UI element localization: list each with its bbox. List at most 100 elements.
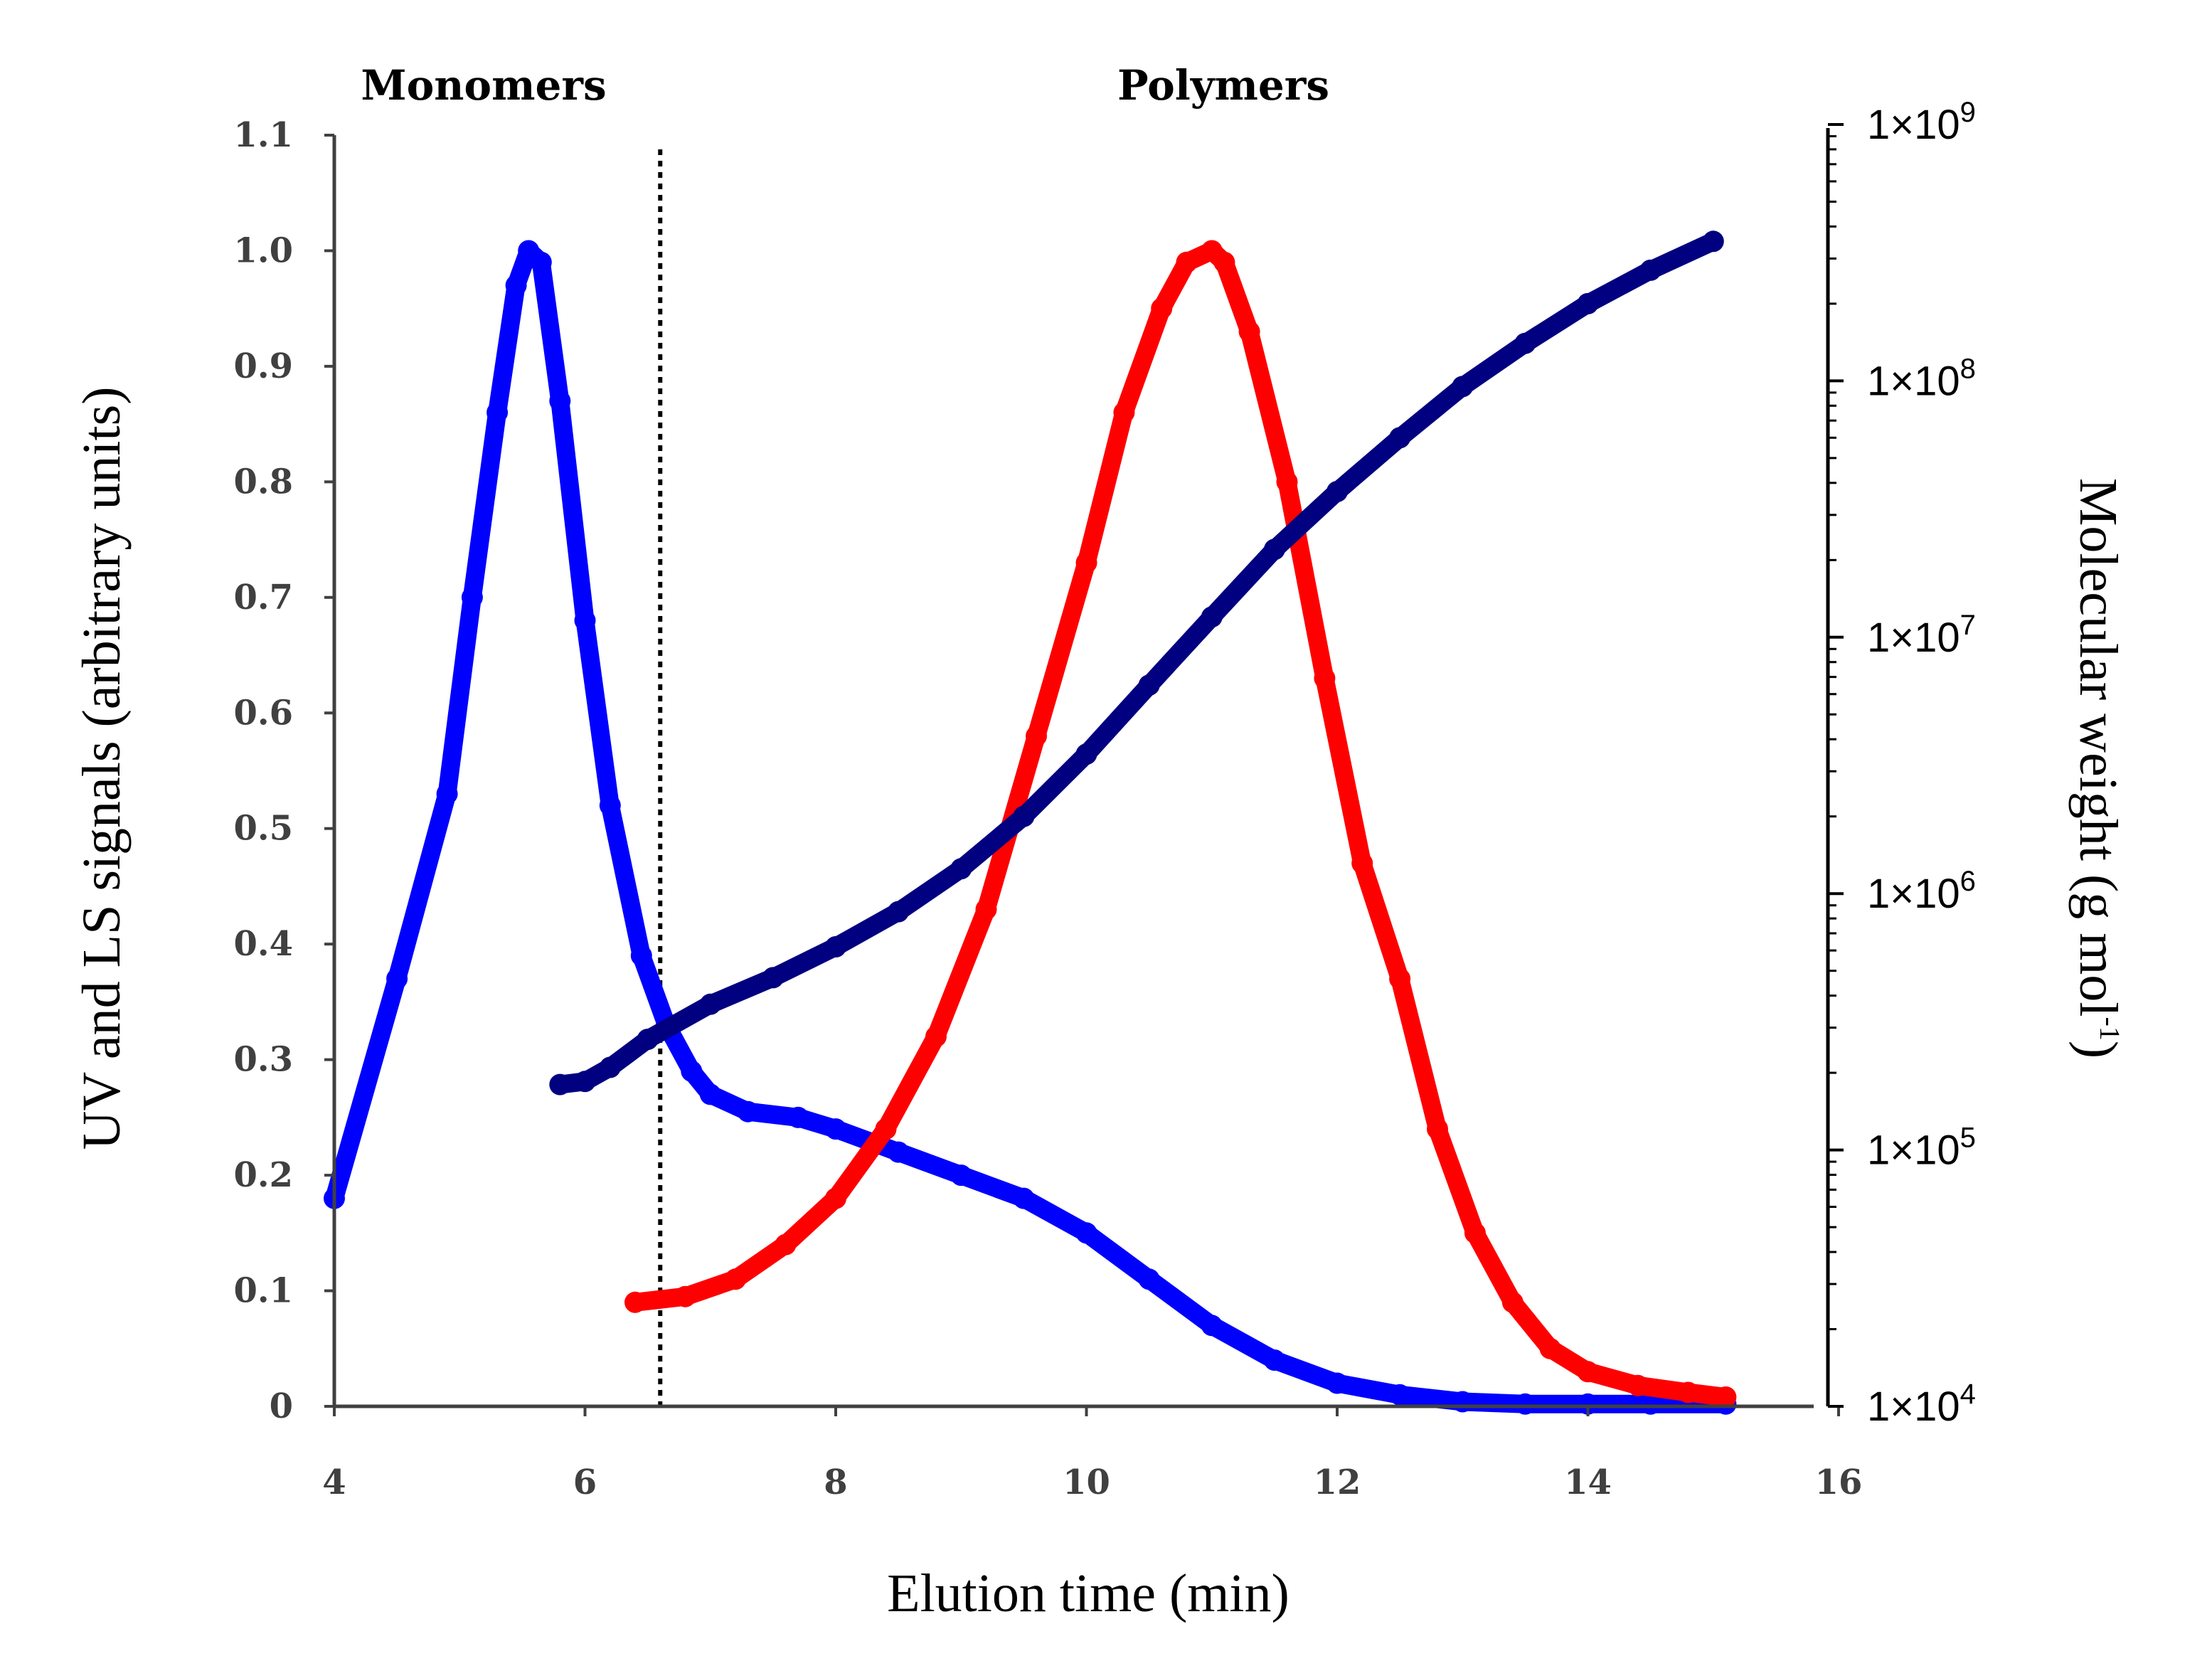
series-1-point xyxy=(1238,321,1260,343)
series-1-point xyxy=(1389,967,1411,989)
right-y-axis-title-main: Molecular weight (g mol xyxy=(2068,478,2128,1017)
series-1-point xyxy=(1276,471,1298,493)
series-0-point xyxy=(1514,1393,1536,1415)
series-1-point xyxy=(725,1268,746,1290)
series-2-point xyxy=(637,1029,659,1051)
series-2-point xyxy=(1452,376,1474,398)
right-y-tick-label: 1×106 xyxy=(1867,866,1976,917)
series-2-point xyxy=(574,1071,596,1093)
series-1-point xyxy=(1715,1386,1737,1408)
left-y-tick-label: 0 xyxy=(270,1386,293,1426)
series-0-point xyxy=(1326,1372,1348,1394)
left-y-tick-label: 1.1 xyxy=(233,115,293,155)
series-1-point xyxy=(674,1285,696,1307)
x-tick-label: 10 xyxy=(1063,1463,1110,1502)
series-line-0 xyxy=(325,241,1735,1413)
series-line-1 xyxy=(626,241,1735,1406)
series-1-point xyxy=(1151,297,1173,319)
series-0-point xyxy=(436,783,458,805)
right-y-tick-label: 1×109 xyxy=(1867,97,1976,148)
right-y-tick-label: 1×108 xyxy=(1867,353,1976,404)
x-tick-label: 6 xyxy=(573,1463,597,1502)
x-tick-label: 8 xyxy=(824,1463,847,1502)
series-2-point xyxy=(1013,805,1035,827)
right-y-axis-title-tail: ) xyxy=(2068,1041,2128,1058)
right-y-tick-label: 1×105 xyxy=(1867,1123,1976,1174)
left-y-tick-label: 0.9 xyxy=(233,346,293,386)
series-1-point xyxy=(1627,1374,1649,1396)
series-0-point xyxy=(530,251,552,273)
left-y-tick-label: 0.4 xyxy=(233,924,293,964)
series-0-point xyxy=(1639,1393,1661,1415)
series-0-point xyxy=(630,945,652,967)
x-tick-label: 14 xyxy=(1564,1463,1612,1502)
series-0-point xyxy=(888,1141,910,1163)
left-y-tick-label: 0.6 xyxy=(233,693,293,733)
series-1-point xyxy=(624,1291,646,1313)
series-1-point xyxy=(1314,667,1336,689)
series-0-point xyxy=(787,1106,809,1128)
right-y-tick-label: 1×107 xyxy=(1867,610,1976,661)
x-axis-title: Elution time (min) xyxy=(887,1564,1290,1623)
series-2-point xyxy=(825,936,846,957)
series-0-point xyxy=(681,1060,703,1082)
region-label-monomers: Monomers xyxy=(361,61,606,110)
series-1-point xyxy=(1501,1291,1524,1313)
series-2-point xyxy=(1577,292,1599,314)
right-y-axis-title-sup: -1 xyxy=(2094,1017,2126,1041)
left-y-axis-title: UV and LS signals (arbitrary units) xyxy=(72,387,132,1150)
left-y-tick-label: 0.3 xyxy=(233,1040,293,1080)
series-2-point xyxy=(699,993,721,1015)
series-0-point xyxy=(505,275,527,297)
series-1-point xyxy=(1176,251,1198,273)
x-tick-label: 12 xyxy=(1314,1463,1361,1502)
series-0-point xyxy=(549,390,571,412)
right-y-axis-title: Molecular weight (g mol-1) xyxy=(2068,478,2128,1058)
series-1-point xyxy=(1113,401,1135,423)
series-2-point xyxy=(1075,743,1097,765)
left-y-tick-label: 0.7 xyxy=(233,578,293,617)
series-1-point xyxy=(1075,552,1097,574)
x-tick-label: 16 xyxy=(1815,1463,1863,1502)
series-2-point xyxy=(549,1073,571,1095)
series-0-point xyxy=(386,967,408,989)
series-0-point xyxy=(599,795,621,817)
series-1-point xyxy=(975,898,997,920)
series-0-point xyxy=(1138,1268,1160,1290)
series-1-point xyxy=(775,1233,797,1256)
series-0-point xyxy=(1389,1384,1411,1406)
series-2-point xyxy=(950,858,972,880)
region-label-polymers: Polymers xyxy=(1117,61,1329,110)
series-1-point xyxy=(1677,1381,1699,1403)
series-1-point xyxy=(875,1118,897,1140)
series-0-point xyxy=(1263,1349,1285,1371)
series-2-point xyxy=(1138,674,1160,696)
series-1-point xyxy=(1464,1222,1486,1244)
series-0-point xyxy=(1452,1391,1474,1413)
left-y-tick-label: 0.8 xyxy=(233,462,293,502)
series-1-point xyxy=(1427,1118,1448,1140)
series-2-point xyxy=(1326,481,1348,502)
x-tick-label: 4 xyxy=(322,1463,346,1502)
series-2-point xyxy=(1639,259,1661,281)
series-1-point xyxy=(825,1187,846,1209)
series-0-point xyxy=(737,1100,759,1123)
series-1-point xyxy=(1539,1337,1561,1359)
series-1-point xyxy=(1577,1361,1599,1383)
series-0-point xyxy=(1577,1393,1599,1415)
left-y-tick-label: 0.2 xyxy=(233,1155,293,1195)
left-y-tick-label: 0.1 xyxy=(233,1271,293,1311)
series-2-point xyxy=(888,901,910,923)
left-y-tick-label: 0.5 xyxy=(233,809,293,849)
series-2-point xyxy=(1201,606,1223,628)
series-1-point xyxy=(925,1026,947,1048)
left-y-tick-label: 1.0 xyxy=(233,230,293,270)
series-0-point xyxy=(1013,1187,1035,1209)
series-2-point xyxy=(599,1056,621,1078)
series-2-point xyxy=(1389,427,1411,449)
series-0-point xyxy=(950,1164,972,1187)
series-2-point xyxy=(1702,230,1724,253)
series-0-point xyxy=(699,1083,721,1105)
series-1-point xyxy=(1213,251,1235,273)
